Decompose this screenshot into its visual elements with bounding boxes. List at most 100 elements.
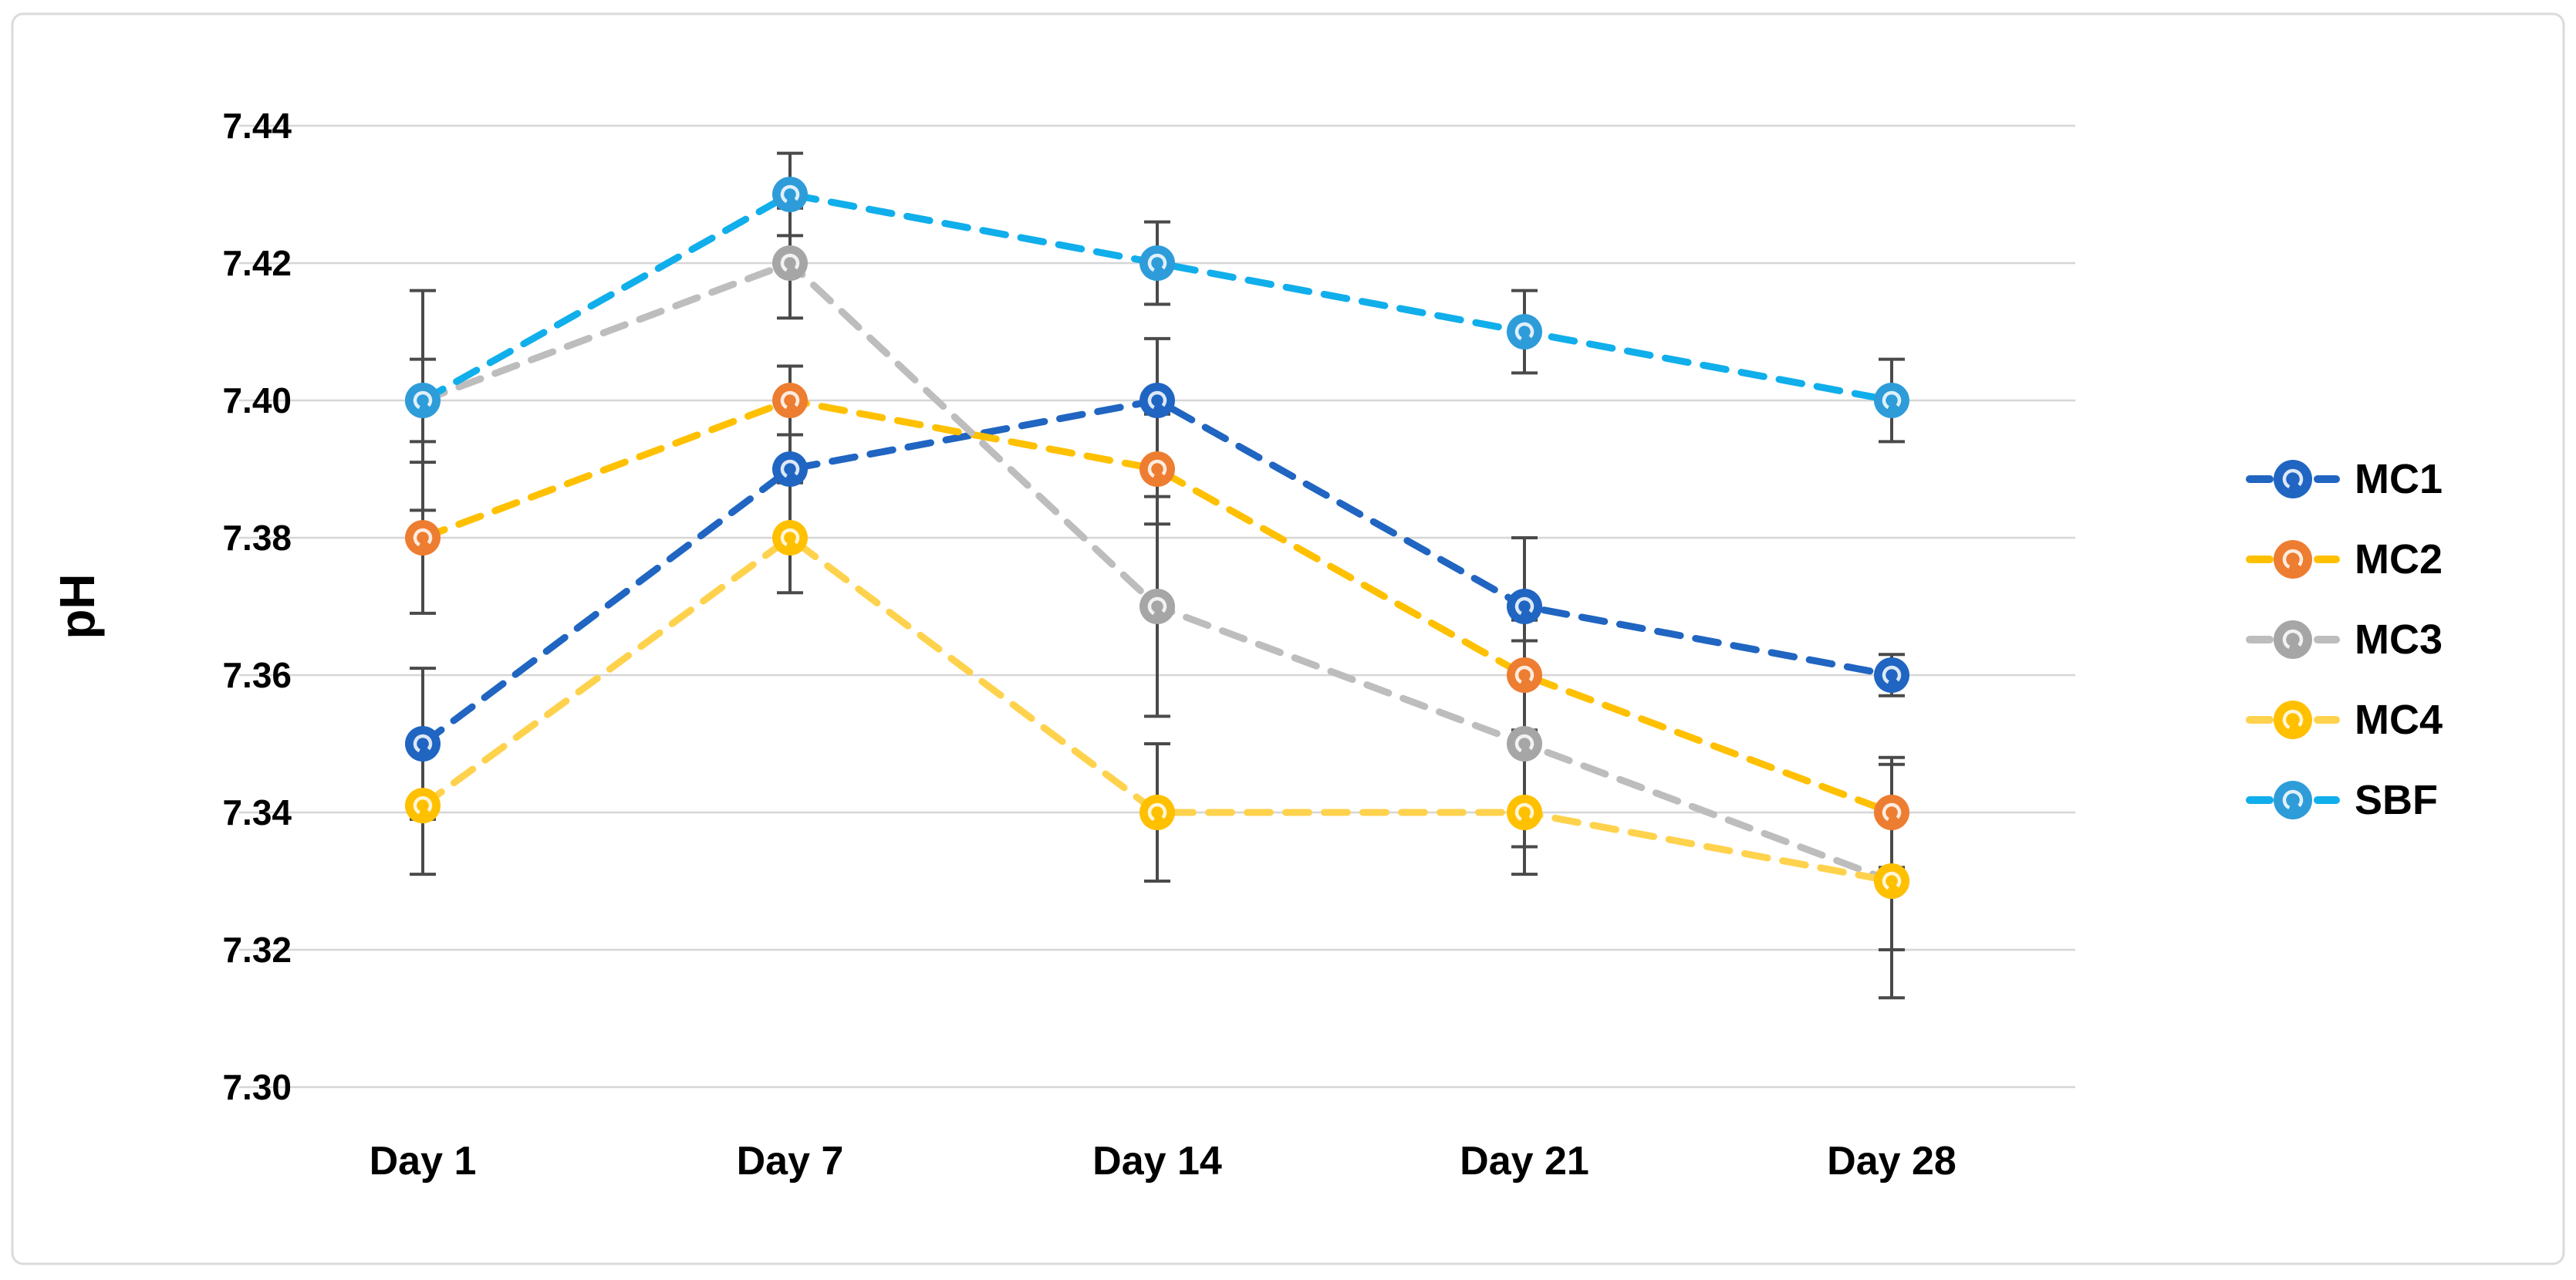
marker-ring (1514, 802, 1534, 822)
marker-ring (1147, 459, 1167, 479)
marker-ring (780, 184, 800, 204)
y-axis-tick-label: 7.32 (222, 930, 292, 970)
marker-dot (1874, 795, 1909, 830)
marker-dot (772, 520, 808, 556)
marker-MC2-point-1 (405, 520, 441, 556)
marker-MC4-point-4 (1507, 795, 1542, 830)
series-markers (405, 177, 1909, 899)
marker-ring (1514, 734, 1534, 754)
y-axis-tick-label: 7.40 (222, 380, 292, 420)
legend-item-MC2: MC2 (2246, 536, 2443, 583)
marker-dot (1139, 245, 1175, 281)
marker-dot (405, 383, 441, 418)
marker-ring (780, 528, 800, 548)
marker-MC3-point-2 (772, 245, 808, 281)
marker-MC2-point-3 (1139, 451, 1175, 487)
marker-dot (405, 788, 441, 824)
legend-item-MC4: MC4 (2246, 697, 2443, 743)
legend-marker (2274, 540, 2312, 579)
legend-label: MC2 (2355, 536, 2443, 583)
legend-label: MC4 (2355, 697, 2443, 743)
marker-dot (1139, 383, 1175, 418)
legend-marker (2274, 620, 2312, 659)
legend-label: SBF (2355, 777, 2438, 823)
marker-MC1-point-1 (405, 726, 441, 762)
marker-ring (413, 734, 433, 754)
legend-marker (2274, 781, 2312, 819)
marker-SBF-point-2 (772, 177, 808, 212)
marker-dot (1507, 726, 1542, 762)
x-axis-tick-label: Day 21 (1460, 1139, 1589, 1184)
marker-ring (1514, 322, 1534, 342)
legend-label: MC1 (2355, 456, 2443, 502)
marker-ring (413, 390, 433, 410)
marker-ring (1147, 596, 1167, 616)
y-axis-title: pH (49, 573, 105, 639)
marker-ring (780, 390, 800, 410)
marker-MC1-point-4 (1507, 589, 1542, 624)
marker-MC3-point-4 (1507, 726, 1542, 762)
marker-dot (1507, 314, 1542, 350)
x-axis-tick-label: Day 14 (1092, 1139, 1222, 1184)
marker-ring (1514, 596, 1534, 616)
marker-ring (1147, 253, 1167, 273)
marker-ring (413, 528, 433, 548)
x-axis-tick-label: Day 28 (1827, 1139, 1956, 1184)
y-axis-tick-label: 7.36 (222, 655, 292, 695)
marker-dot (405, 520, 441, 556)
marker-dot (772, 245, 808, 281)
marker-dot (1874, 383, 1909, 418)
marker-MC4-point-3 (1139, 795, 1175, 830)
marker-ring (1147, 802, 1167, 822)
marker-dot (772, 451, 808, 487)
marker-SBF-point-1 (405, 383, 441, 418)
marker-ring (1147, 390, 1167, 410)
marker-MC4-point-1 (405, 788, 441, 824)
marker-dot (1139, 795, 1175, 830)
x-axis-tick-labels: Day 1 Day 7 Day 14 Day 21 Day 28 (370, 1139, 1956, 1184)
x-axis-tick-label: Day 7 (737, 1139, 844, 1184)
marker-MC4-point-2 (772, 520, 808, 556)
marker-MC4-point-5 (1874, 863, 1909, 899)
marker-dot (1874, 657, 1909, 693)
marker-MC2-point-5 (1874, 795, 1909, 830)
series-line-MC2 (419, 397, 1896, 816)
marker-dot (1139, 451, 1175, 487)
marker-MC1-point-2 (772, 451, 808, 487)
legend-marker (2274, 460, 2312, 498)
marker-SBF-point-5 (1874, 383, 1909, 418)
marker-dot (1507, 657, 1542, 693)
legend-marker (2274, 701, 2312, 739)
marker-dot (1507, 795, 1542, 830)
marker-dot (1139, 589, 1175, 624)
y-axis-tick-labels: 7.44 7.42 7.40 7.38 7.36 7.34 7.32 7.30 (222, 106, 292, 1107)
marker-dot (772, 177, 808, 212)
marker-ring (1514, 665, 1534, 685)
marker-MC2-point-4 (1507, 657, 1542, 693)
marker-MC1-point-3 (1139, 383, 1175, 418)
y-axis-tick-label: 7.34 (222, 792, 292, 833)
legend-item-SBF: SBF (2246, 777, 2438, 823)
marker-dot (1507, 589, 1542, 624)
marker-dot (772, 383, 808, 418)
marker-MC1-point-5 (1874, 657, 1909, 693)
legend-item-MC1: MC1 (2246, 456, 2443, 502)
marker-ring (413, 795, 433, 816)
y-axis-tick-label: 7.30 (222, 1067, 292, 1107)
marker-MC3-point-3 (1139, 589, 1175, 624)
marker-MC2-point-2 (772, 383, 808, 418)
legend-item-MC3: MC3 (2246, 616, 2443, 663)
y-axis-tick-label: 7.42 (222, 243, 292, 283)
marker-ring (780, 253, 800, 273)
marker-ring (780, 459, 800, 479)
marker-SBF-point-3 (1139, 245, 1175, 281)
y-axis-tick-label: 7.38 (222, 518, 292, 558)
marker-dot (1874, 863, 1909, 899)
legend: MC1 MC2 MC3 MC4 SBF (2246, 456, 2443, 823)
marker-SBF-point-4 (1507, 314, 1542, 350)
x-axis-tick-label: Day 1 (370, 1139, 477, 1184)
y-axis-tick-label: 7.44 (222, 106, 292, 146)
figure-border (11, 12, 2565, 1265)
